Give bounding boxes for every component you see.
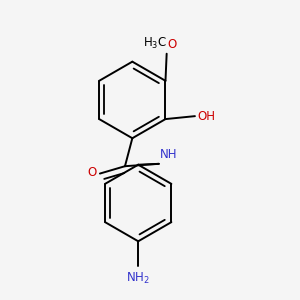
Text: NH$_2$: NH$_2$	[126, 271, 150, 286]
Text: OH: OH	[197, 110, 215, 123]
Text: O: O	[168, 38, 177, 51]
Text: H$_3$C: H$_3$C	[142, 36, 167, 51]
Text: O: O	[87, 166, 96, 178]
Text: NH: NH	[160, 148, 178, 161]
